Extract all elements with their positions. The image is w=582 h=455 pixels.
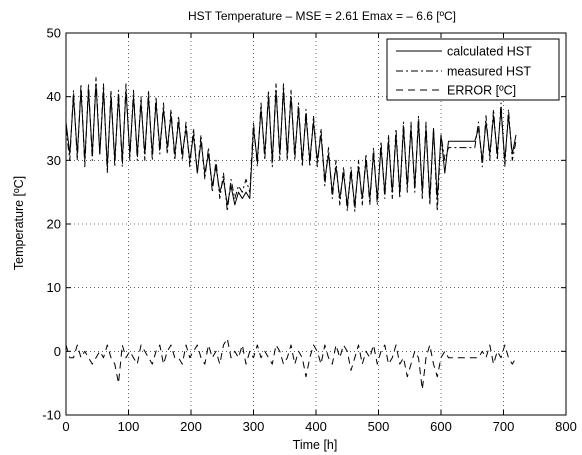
x-axis-label: Time [h] [293, 438, 338, 452]
legend-label-error: ERROR [ºC] [447, 84, 516, 98]
y-tick-label: 20 [47, 217, 61, 232]
x-tick-label: 200 [180, 419, 202, 434]
y-axis-label: Temperature [ºC] [12, 176, 26, 270]
x-tick-label: 500 [368, 419, 390, 434]
x-tick-label: 400 [305, 419, 327, 434]
y-tick-label: 40 [47, 89, 61, 104]
legend-label-calculated: calculated HST [447, 45, 532, 59]
series-error [65, 338, 517, 390]
x-tick-label: 700 [493, 419, 515, 434]
y-tick-label: 50 [47, 26, 61, 41]
legend-box [386, 38, 560, 101]
chart-title: HST Temperature – MSE = 2.61 Emax = – 6.… [188, 9, 456, 23]
y-tick-label: 30 [47, 153, 61, 168]
y-tick-label: -10 [42, 408, 61, 423]
series-layer [65, 77, 517, 390]
x-tick-label: 600 [430, 419, 452, 434]
y-tick-label: 0 [54, 344, 61, 359]
legend-label-measured: measured HST [447, 65, 531, 79]
x-tick-label: 100 [118, 419, 140, 434]
x-tick-label: 300 [243, 419, 265, 434]
x-tick-label: 0 [62, 419, 69, 434]
series-measured-hst [65, 77, 517, 212]
x-tick-label: 800 [555, 419, 577, 434]
y-tick-label: 10 [47, 280, 61, 295]
legend: calculated HST measured HST ERROR [ºC] [386, 38, 560, 101]
